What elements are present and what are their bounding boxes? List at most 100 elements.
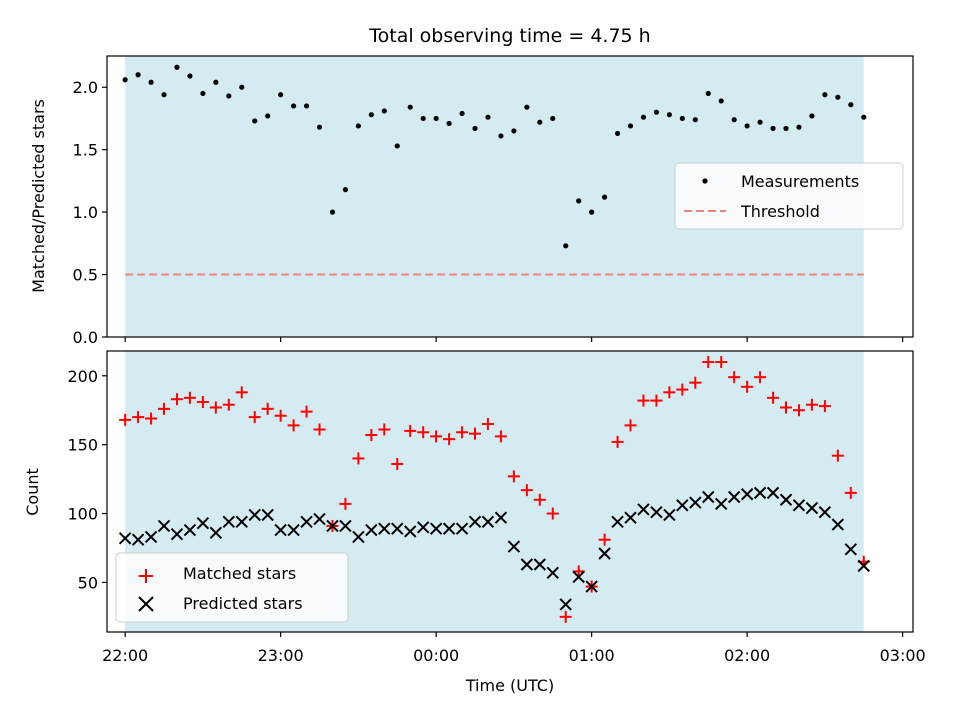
measurement-point xyxy=(368,112,374,118)
predicted-star-marker xyxy=(792,499,806,512)
predicted-star-marker xyxy=(416,521,430,534)
measurement-point xyxy=(589,209,595,215)
measurement-point xyxy=(692,117,698,123)
measurement-point xyxy=(381,108,387,114)
predicted-star-marker xyxy=(844,543,858,556)
predicted-star-marker xyxy=(481,515,495,529)
measurement-point xyxy=(640,114,647,120)
measurement-point xyxy=(666,112,672,118)
predicted-star-marker xyxy=(183,523,197,537)
matched-star-marker xyxy=(417,426,430,439)
predicted-star-marker xyxy=(689,496,702,509)
matched-star-marker xyxy=(805,398,818,411)
matched-star-marker xyxy=(378,423,391,436)
matched-stars-legend-marker xyxy=(139,569,153,583)
threshold-legend-label: Threshold xyxy=(740,202,820,221)
predicted-star-marker xyxy=(468,515,482,529)
measurement-point xyxy=(135,72,141,78)
predicted-star-marker xyxy=(507,540,521,553)
matched-star-marker xyxy=(469,427,482,440)
measurement-point xyxy=(485,114,491,120)
predicted-star-marker xyxy=(196,516,210,530)
measurement-point xyxy=(757,119,763,125)
measurement-point xyxy=(161,92,167,98)
measurement-point xyxy=(148,79,154,85)
measurement-point xyxy=(563,243,569,249)
predicted-star-marker xyxy=(520,558,534,571)
y-tick-label: 100 xyxy=(67,505,98,524)
matched-star-marker xyxy=(456,426,469,439)
predicted-star-marker xyxy=(339,519,352,533)
measurement-point xyxy=(524,104,530,110)
predicted-star-marker xyxy=(118,532,132,545)
predicted-star-marker xyxy=(287,523,300,537)
matched-star-marker xyxy=(222,398,235,411)
y-tick-label: 0.5 xyxy=(73,266,98,285)
measurement-point xyxy=(303,103,310,109)
predicted-star-marker xyxy=(715,497,728,511)
predicted-star-marker xyxy=(352,530,365,544)
predicted-star-marker xyxy=(805,501,819,515)
measurement-point xyxy=(420,115,426,122)
x-tick-label: 22:00 xyxy=(102,646,148,665)
ratio-panel: Total observing time = 4.75 h 0.0 0.5 1.0 1… xyxy=(29,25,914,347)
predicted-star-marker xyxy=(831,518,845,531)
matched-star-marker xyxy=(404,424,417,437)
measurement-point xyxy=(809,113,815,119)
measurement-point xyxy=(187,73,193,79)
matched-star-marker xyxy=(533,493,546,506)
measurement-point xyxy=(770,125,776,132)
measurement-point xyxy=(394,143,400,149)
predicted-star-marker xyxy=(611,515,624,529)
matched-star-marker xyxy=(352,452,365,465)
matched-star-marker xyxy=(494,430,507,443)
y-tick-label: 0.0 xyxy=(73,328,98,347)
measurement-point xyxy=(679,115,685,122)
matched-star-marker xyxy=(339,497,352,510)
matched-star-marker xyxy=(300,405,313,418)
matched-star-marker xyxy=(261,402,274,415)
predicted-star-marker xyxy=(455,522,469,535)
predicted-star-marker xyxy=(572,570,585,584)
matched-star-marker xyxy=(520,484,533,497)
matched-star-marker xyxy=(183,391,196,404)
measurement-point xyxy=(433,115,439,122)
y-tick-label: 50 xyxy=(78,573,98,592)
x-tick-label: 03:00 xyxy=(880,646,926,665)
predicted-star-marker xyxy=(326,519,339,533)
measurement-point xyxy=(226,93,232,99)
matched-star-marker xyxy=(689,376,702,389)
predicted-star-marker xyxy=(585,580,598,593)
predicted-star-marker xyxy=(663,508,676,522)
matched-star-marker xyxy=(650,394,663,407)
predicted-star-marker xyxy=(235,515,248,529)
measurement-point xyxy=(459,110,465,117)
measurement-point xyxy=(265,113,271,119)
matched-star-marker xyxy=(235,386,248,399)
measurement-point xyxy=(290,103,297,109)
matched-star-marker xyxy=(831,449,844,462)
predicted-stars-legend-marker xyxy=(138,596,154,612)
matched-star-marker xyxy=(754,371,767,384)
predicted-star-marker xyxy=(274,523,287,537)
predicted-star-marker xyxy=(313,512,326,526)
matched-star-marker xyxy=(702,356,715,369)
matched-star-marker xyxy=(132,411,145,424)
matched-star-marker xyxy=(663,386,676,399)
predicted-star-marker xyxy=(261,508,274,522)
measurement-point xyxy=(316,124,323,130)
time-x-axis-ticks: 22:00 23:00 00:00 01:00 02:00 03:00 xyxy=(102,632,926,665)
matched-star-marker xyxy=(844,486,857,499)
measurement-point xyxy=(861,114,867,120)
predicted-star-marker xyxy=(300,515,313,529)
measurement-point xyxy=(601,194,608,200)
x-tick-label: 00:00 xyxy=(413,646,459,665)
matched-star-marker xyxy=(611,435,624,448)
matched-star-marker xyxy=(287,419,300,432)
matched-star-marker xyxy=(365,429,378,442)
y-tick-label: 1.0 xyxy=(73,203,98,222)
predicted-star-marker xyxy=(157,519,171,533)
measurement-point xyxy=(498,133,504,139)
matched-star-marker xyxy=(481,418,494,431)
y-tick-label: 150 xyxy=(67,436,98,455)
